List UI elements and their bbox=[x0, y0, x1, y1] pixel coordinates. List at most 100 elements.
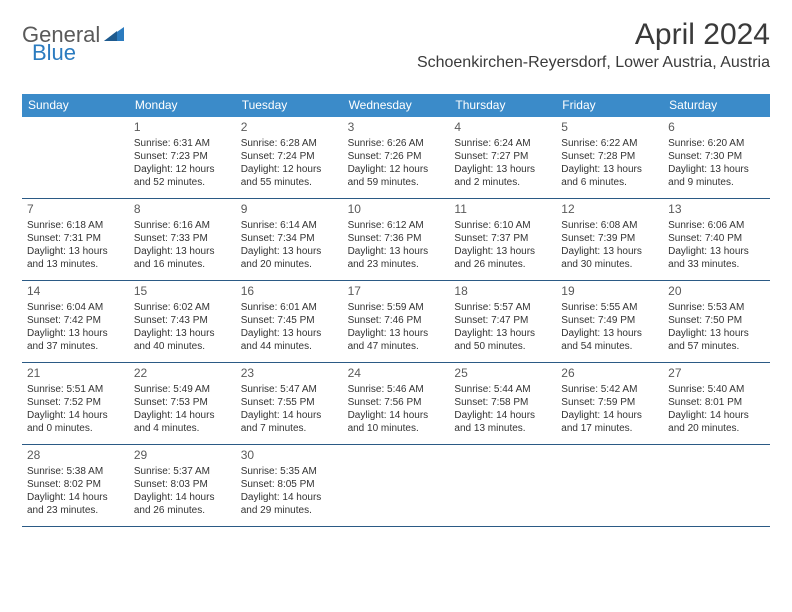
day-info-line: and 26 minutes. bbox=[134, 504, 231, 517]
day-info-line: Sunset: 8:03 PM bbox=[134, 478, 231, 491]
day-info-line: Daylight: 13 hours bbox=[454, 327, 551, 340]
day-info-line: Sunset: 7:36 PM bbox=[348, 232, 445, 245]
day-info-line: and 0 minutes. bbox=[27, 422, 124, 435]
day-info-line: and 17 minutes. bbox=[561, 422, 658, 435]
weekday-header: Saturday bbox=[663, 94, 770, 117]
day-info-line: Sunrise: 6:06 AM bbox=[668, 219, 765, 232]
day-number: 4 bbox=[454, 120, 551, 136]
day-info-line: Daylight: 13 hours bbox=[668, 327, 765, 340]
day-info-line: Daylight: 13 hours bbox=[561, 163, 658, 176]
calendar-cell: 3Sunrise: 6:26 AMSunset: 7:26 PMDaylight… bbox=[343, 117, 450, 199]
day-info-line: Sunset: 7:59 PM bbox=[561, 396, 658, 409]
day-info-line: Sunrise: 5:38 AM bbox=[27, 465, 124, 478]
day-info-line: Sunset: 7:45 PM bbox=[241, 314, 338, 327]
day-info-line: Sunrise: 6:31 AM bbox=[134, 137, 231, 150]
calendar-cell: 28Sunrise: 5:38 AMSunset: 8:02 PMDayligh… bbox=[22, 445, 129, 527]
day-info-line: and 26 minutes. bbox=[454, 258, 551, 271]
day-info-line: and 10 minutes. bbox=[348, 422, 445, 435]
day-info-line: Sunrise: 6:02 AM bbox=[134, 301, 231, 314]
day-info-line: Daylight: 13 hours bbox=[134, 245, 231, 258]
calendar-cell: 12Sunrise: 6:08 AMSunset: 7:39 PMDayligh… bbox=[556, 199, 663, 281]
day-info-line: Daylight: 14 hours bbox=[27, 491, 124, 504]
day-info-line: Sunrise: 5:53 AM bbox=[668, 301, 765, 314]
weekday-header: Friday bbox=[556, 94, 663, 117]
brand-part2-wrap: Blue bbox=[32, 42, 76, 65]
day-info-line: Daylight: 13 hours bbox=[27, 245, 124, 258]
day-number: 28 bbox=[27, 448, 124, 464]
day-number: 18 bbox=[454, 284, 551, 300]
day-number: 29 bbox=[134, 448, 231, 464]
day-info-line: Sunset: 7:37 PM bbox=[454, 232, 551, 245]
day-number: 16 bbox=[241, 284, 338, 300]
calendar-cell bbox=[663, 445, 770, 527]
calendar-cell: 8Sunrise: 6:16 AMSunset: 7:33 PMDaylight… bbox=[129, 199, 236, 281]
calendar-cell: 5Sunrise: 6:22 AMSunset: 7:28 PMDaylight… bbox=[556, 117, 663, 199]
day-info-line: and 44 minutes. bbox=[241, 340, 338, 353]
calendar-cell: 21Sunrise: 5:51 AMSunset: 7:52 PMDayligh… bbox=[22, 363, 129, 445]
day-info-line: Sunrise: 6:01 AM bbox=[241, 301, 338, 314]
calendar-cell: 7Sunrise: 6:18 AMSunset: 7:31 PMDaylight… bbox=[22, 199, 129, 281]
day-number: 8 bbox=[134, 202, 231, 218]
day-info-line: Daylight: 13 hours bbox=[27, 327, 124, 340]
day-info-line: and 7 minutes. bbox=[241, 422, 338, 435]
day-number: 1 bbox=[134, 120, 231, 136]
header: General April 2024 Schoenkirchen-Reyersd… bbox=[22, 18, 770, 72]
day-info-line: and 59 minutes. bbox=[348, 176, 445, 189]
weekday-header: Tuesday bbox=[236, 94, 343, 117]
day-info-line: Sunset: 8:05 PM bbox=[241, 478, 338, 491]
day-info-line: Sunrise: 5:47 AM bbox=[241, 383, 338, 396]
day-info-line: and 2 minutes. bbox=[454, 176, 551, 189]
location-text: Schoenkirchen-Reyersdorf, Lower Austria,… bbox=[417, 54, 770, 72]
day-info-line: and 20 minutes. bbox=[241, 258, 338, 271]
day-info-line: Sunset: 7:47 PM bbox=[454, 314, 551, 327]
day-number: 2 bbox=[241, 120, 338, 136]
day-number: 14 bbox=[27, 284, 124, 300]
calendar-cell: 1Sunrise: 6:31 AMSunset: 7:23 PMDaylight… bbox=[129, 117, 236, 199]
day-number: 24 bbox=[348, 366, 445, 382]
day-number: 25 bbox=[454, 366, 551, 382]
day-info-line: Sunrise: 5:51 AM bbox=[27, 383, 124, 396]
weekday-header: Monday bbox=[129, 94, 236, 117]
day-info-line: and 55 minutes. bbox=[241, 176, 338, 189]
day-info-line: Sunrise: 5:57 AM bbox=[454, 301, 551, 314]
calendar-cell: 24Sunrise: 5:46 AMSunset: 7:56 PMDayligh… bbox=[343, 363, 450, 445]
day-info-line: Daylight: 14 hours bbox=[241, 409, 338, 422]
day-info-line: Daylight: 13 hours bbox=[241, 327, 338, 340]
day-info-line: Sunrise: 5:46 AM bbox=[348, 383, 445, 396]
day-number: 26 bbox=[561, 366, 658, 382]
day-info-line: and 23 minutes. bbox=[348, 258, 445, 271]
weekday-header: Wednesday bbox=[343, 94, 450, 117]
calendar-cell: 20Sunrise: 5:53 AMSunset: 7:50 PMDayligh… bbox=[663, 281, 770, 363]
day-info-line: Sunrise: 6:08 AM bbox=[561, 219, 658, 232]
day-number: 27 bbox=[668, 366, 765, 382]
day-info-line: Sunset: 7:58 PM bbox=[454, 396, 551, 409]
day-info-line: Daylight: 13 hours bbox=[348, 327, 445, 340]
day-info-line: Sunset: 7:56 PM bbox=[348, 396, 445, 409]
calendar-cell: 15Sunrise: 6:02 AMSunset: 7:43 PMDayligh… bbox=[129, 281, 236, 363]
day-info-line: Sunrise: 6:20 AM bbox=[668, 137, 765, 150]
day-info-line: Daylight: 14 hours bbox=[27, 409, 124, 422]
day-info-line: and 50 minutes. bbox=[454, 340, 551, 353]
day-number: 3 bbox=[348, 120, 445, 136]
calendar-cell bbox=[343, 445, 450, 527]
calendar-grid: 1Sunrise: 6:31 AMSunset: 7:23 PMDaylight… bbox=[22, 117, 770, 527]
day-info-line: and 20 minutes. bbox=[668, 422, 765, 435]
brand-triangle-icon bbox=[104, 25, 124, 46]
day-info-line: Sunrise: 5:37 AM bbox=[134, 465, 231, 478]
day-info-line: and 40 minutes. bbox=[134, 340, 231, 353]
day-info-line: Sunrise: 6:18 AM bbox=[27, 219, 124, 232]
calendar-page: General April 2024 Schoenkirchen-Reyersd… bbox=[0, 0, 792, 537]
day-info-line: Daylight: 12 hours bbox=[241, 163, 338, 176]
day-info-line: Sunset: 7:40 PM bbox=[668, 232, 765, 245]
day-info-line: Daylight: 14 hours bbox=[134, 491, 231, 504]
day-info-line: and 47 minutes. bbox=[348, 340, 445, 353]
day-number: 15 bbox=[134, 284, 231, 300]
day-info-line: Daylight: 14 hours bbox=[348, 409, 445, 422]
calendar-cell: 16Sunrise: 6:01 AMSunset: 7:45 PMDayligh… bbox=[236, 281, 343, 363]
calendar-cell: 6Sunrise: 6:20 AMSunset: 7:30 PMDaylight… bbox=[663, 117, 770, 199]
day-info-line: Sunrise: 5:55 AM bbox=[561, 301, 658, 314]
calendar-cell bbox=[556, 445, 663, 527]
day-info-line: Sunset: 7:30 PM bbox=[668, 150, 765, 163]
calendar-cell: 19Sunrise: 5:55 AMSunset: 7:49 PMDayligh… bbox=[556, 281, 663, 363]
day-info-line: Daylight: 13 hours bbox=[561, 327, 658, 340]
